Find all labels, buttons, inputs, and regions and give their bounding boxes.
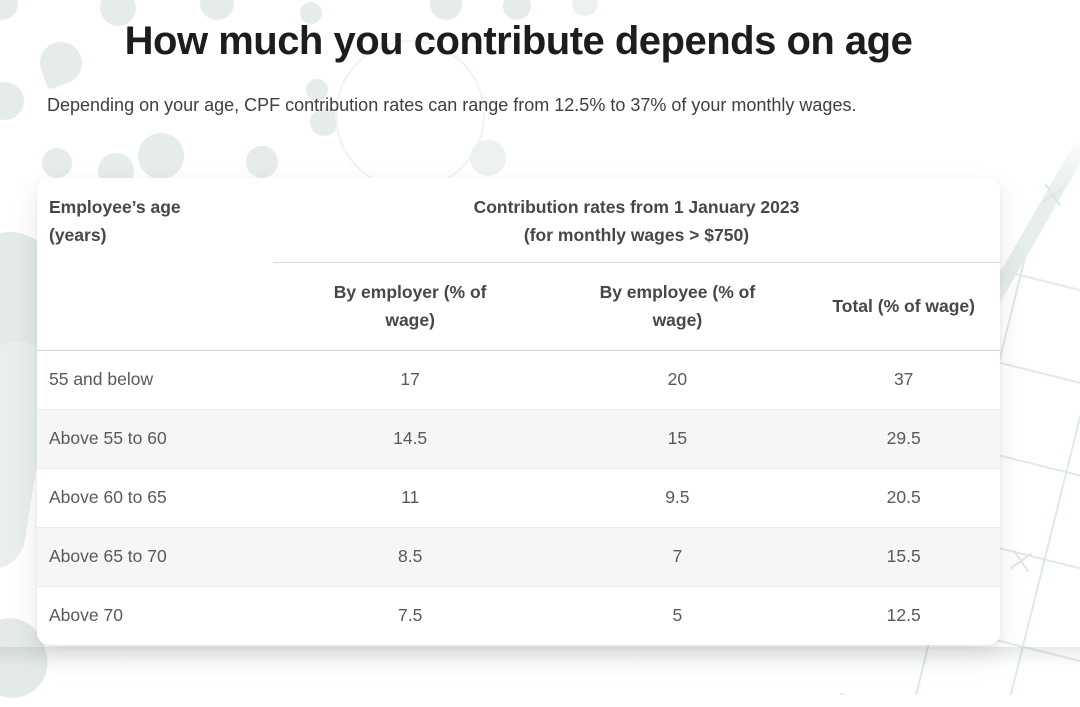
page-title: How much you contribute depends on age — [124, 19, 913, 63]
age-column-header-line1: Employee’s age — [49, 197, 181, 217]
age-cell: Above 70 — [49, 605, 123, 626]
employee-rate-cell: 7 — [672, 546, 683, 566]
group-header-line1: Contribution rates from 1 January 2023 — [473, 197, 800, 217]
background-dot — [138, 133, 184, 179]
contribution-table-card: Employee’s age (years) Contribution rate… — [37, 178, 1000, 645]
age-cell: Above 60 to 65 — [49, 487, 167, 507]
total-rate-cell: 20.5 — [886, 487, 921, 507]
age-cell: Above 55 to 60 — [49, 428, 167, 448]
contribution-rates-table: Employee’s age (years) Contribution rate… — [37, 178, 1000, 645]
employer-rate-cell: 8.5 — [397, 546, 423, 566]
background-dot — [572, 0, 598, 16]
employer-rate-cell: 14.5 — [393, 428, 428, 448]
employer-rate-cell: 11 — [401, 487, 420, 507]
column-header-employer: By employer (% of wage) — [272, 262, 548, 351]
section-divider-shadow — [0, 647, 1080, 667]
total-rate-cell: 29.5 — [886, 428, 921, 448]
column-header-total: Total (% of wage) — [807, 262, 1000, 351]
table-row: Above 70 7.5 5 12.5 — [37, 586, 1000, 645]
table-row: Above 55 to 60 14.5 15 29.5 — [37, 409, 1000, 468]
employee-rate-cell: 5 — [672, 605, 683, 626]
background-dot — [310, 108, 338, 136]
age-cell: Above 65 to 70 — [49, 546, 167, 566]
background-dot — [306, 79, 328, 101]
employer-rate-cell: 17 — [400, 369, 420, 389]
background-dot — [300, 2, 322, 24]
group-column-header: Contribution rates from 1 January 2023 (… — [272, 178, 1000, 263]
background-dot — [42, 148, 72, 178]
age-cell: 55 and below — [49, 369, 154, 389]
employee-rate-cell: 9.5 — [665, 487, 690, 507]
total-rate-cell: 12.5 — [886, 605, 921, 626]
employee-rate-cell: 15 — [667, 428, 688, 448]
background-cross-sketch — [1040, 182, 1066, 208]
background-dot — [0, 82, 24, 120]
background-dot — [430, 0, 462, 20]
background-dot — [0, 0, 18, 20]
contribution-section: How much you contribute depends on age D… — [37, 0, 1000, 645]
table-row: Above 65 to 70 8.5 7 15.5 — [37, 527, 1000, 586]
group-header-line2: (for monthly wages > $750) — [523, 225, 750, 245]
age-column-header: Employee’s age (years) — [37, 178, 273, 351]
background-cross-sketch — [1008, 548, 1034, 574]
employee-rate-cell: 20 — [667, 369, 688, 389]
background-dot — [200, 0, 234, 20]
table-row: Above 60 to 65 11 9.5 20.5 — [37, 468, 1000, 527]
page-subtitle: Depending on your age, CPF contribution … — [47, 95, 857, 115]
employer-rate-cell: 7.5 — [397, 605, 423, 626]
background-dot — [470, 140, 506, 176]
total-rate-cell: 37 — [893, 369, 914, 389]
background-dot — [246, 146, 278, 178]
column-header-employee: By employee (% of wage) — [547, 262, 808, 351]
table-row: 55 and below 17 20 37 — [37, 350, 1000, 409]
total-rate-cell: 15.5 — [886, 546, 921, 566]
background-dot — [503, 0, 531, 20]
age-column-header-line2: (years) — [49, 225, 107, 245]
